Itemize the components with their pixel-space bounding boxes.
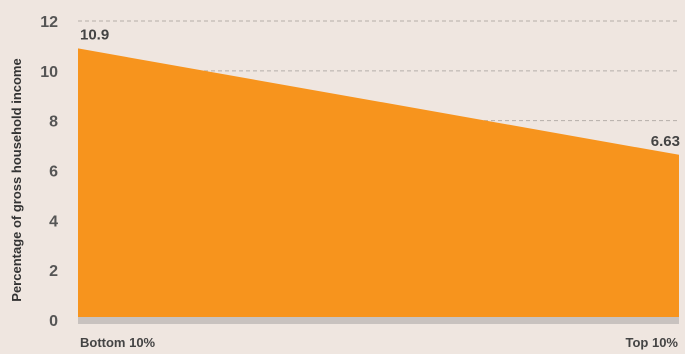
area-series	[78, 48, 679, 321]
y-tick-label: 10	[40, 64, 58, 81]
y-axis-label: Percentage of gross household income	[9, 58, 24, 301]
data-labels: 10.9 6.63	[80, 26, 680, 149]
y-tick-label: 6	[49, 164, 58, 181]
x-axis-ticks: Bottom 10% Top 10%	[80, 335, 678, 350]
data-label-top: 6.63	[651, 133, 680, 150]
baseline-bar	[78, 317, 679, 324]
y-axis-ticks: 0 2 4 6 8 10 12	[40, 14, 58, 330]
data-label-bottom: 10.9	[80, 26, 109, 43]
y-tick-label: 0	[49, 313, 58, 330]
y-tick-label: 8	[49, 114, 58, 131]
x-tick-label-top: Top 10%	[626, 335, 679, 350]
y-tick-label: 12	[40, 14, 58, 31]
y-tick-label: 2	[49, 263, 58, 280]
y-tick-label: 4	[49, 213, 58, 230]
x-tick-label-bottom: Bottom 10%	[80, 335, 156, 350]
